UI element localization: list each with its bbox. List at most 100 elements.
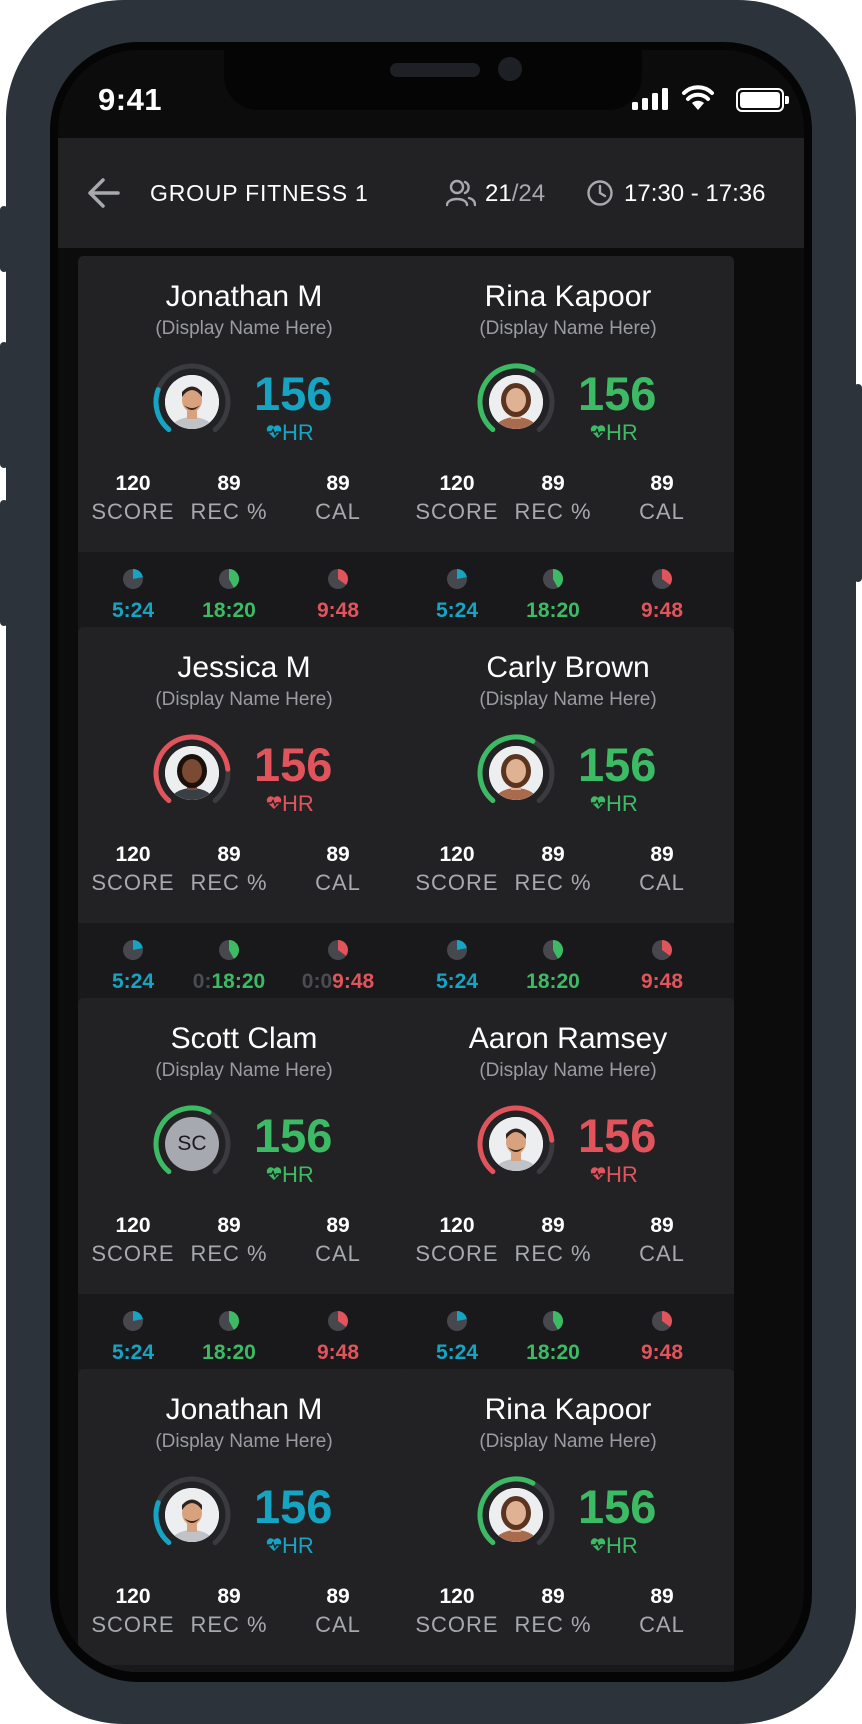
zone-time-text: 18:20 xyxy=(526,599,580,622)
stat-score-label: SCORE xyxy=(415,1612,499,1637)
zone-pie-icon xyxy=(543,569,563,589)
participant-card[interactable]: Aaron Ramsey (Display Name Here) 156 HR 120 S… xyxy=(402,998,734,1380)
stat-rec-label: REC % xyxy=(514,870,592,895)
stat-rec: 89 REC % xyxy=(174,1585,284,1638)
zone-time-value: 18:20 xyxy=(498,1341,608,1365)
participant-card[interactable]: Carly Brown (Display Name Here) 156 HR 120 SC… xyxy=(402,627,734,1009)
zone-pie-icon xyxy=(219,1311,239,1331)
participant-avatar xyxy=(165,375,219,429)
participant-card[interactable]: Jonathan M (Display Name Here) 156 HR 120 SCO… xyxy=(78,1369,410,1672)
zone-time-text: 9:48 xyxy=(640,970,684,993)
clock-icon xyxy=(587,180,613,206)
zone-times: 5:24 18:20 9:48 xyxy=(78,1294,410,1380)
zone-time-value: 9:48 xyxy=(283,1341,393,1365)
participant-card[interactable]: Scott Clam (Display Name Here) SC 156 HR 120 S… xyxy=(78,998,410,1380)
participant-count: 21/24 xyxy=(485,180,546,207)
zone-time-value: 9:48 xyxy=(283,599,393,623)
zone-time-value: 5:24 xyxy=(402,970,512,994)
stat-rec-value: 89 xyxy=(541,1585,565,1608)
zone-pie-icon xyxy=(328,940,348,960)
participant-name: Rina Kapoor xyxy=(484,280,652,313)
heart-rate-ring xyxy=(153,363,231,433)
zone-pie-icon xyxy=(123,940,143,960)
zone-time-z1: 5:24 xyxy=(402,1310,512,1365)
zone-pie-icon xyxy=(447,1311,467,1331)
heart-rate-icon xyxy=(266,425,282,438)
heart-rate-value: 156 xyxy=(254,738,333,791)
stat-rec-label: REC % xyxy=(190,499,268,524)
stat-rec-value: 89 xyxy=(217,1585,241,1608)
stat-score-value: 120 xyxy=(439,1585,475,1608)
stat-score-value: 120 xyxy=(115,1214,151,1237)
avatar-photo xyxy=(489,1117,543,1171)
stat-cal-value: 89 xyxy=(326,1585,350,1608)
zone-time-value: 5:24 xyxy=(402,599,512,623)
stat-cal: 89 CAL xyxy=(283,472,393,525)
stat-rec: 89 REC % xyxy=(174,472,284,525)
stat-cal-label: CAL xyxy=(315,499,361,524)
participant-display-name: (Display Name Here) xyxy=(155,1060,333,1081)
avatar-photo xyxy=(489,746,543,800)
stat-rec: 89 REC % xyxy=(498,1585,608,1638)
participant-avatar xyxy=(489,375,543,429)
stat-cal-value: 89 xyxy=(326,1214,350,1237)
stat-score: 120 SCORE xyxy=(78,843,188,896)
stat-cal-label: CAL xyxy=(639,1612,685,1637)
zone-times: 5:24 18:20 9:48 xyxy=(402,923,734,1009)
stat-score-label: SCORE xyxy=(91,870,175,895)
status-bar: 9:41 xyxy=(58,50,804,136)
zone-pie-icon xyxy=(447,569,467,589)
stat-cal: 89 CAL xyxy=(607,472,717,525)
participant-display-name: (Display Name Here) xyxy=(479,689,657,710)
mute-switch xyxy=(0,206,8,272)
heart-rate-ring xyxy=(153,1105,231,1175)
participant-name: Scott Clam xyxy=(170,1022,318,1055)
participant-display-name: (Display Name Here) xyxy=(479,318,657,339)
heart-rate-value: 156 xyxy=(254,367,333,420)
heart-rate-value: 156 xyxy=(578,1480,657,1533)
zone-time-prefix: 0:0 xyxy=(301,970,333,993)
participant-card[interactable]: Jessica M (Display Name Here) 156 HR 120 SCOR… xyxy=(78,627,410,1009)
zone-time-z3: 9:48 xyxy=(283,568,393,623)
participant-card[interactable]: Jonathan M (Display Name Here) 156 HR 120 SCO… xyxy=(78,256,410,638)
stat-rec: 89 REC % xyxy=(498,472,608,525)
avatar-photo xyxy=(489,375,543,429)
zone-time-text: 18:20 xyxy=(526,1341,580,1364)
zone-pie-icon xyxy=(447,940,467,960)
stat-score: 120 SCORE xyxy=(78,1214,188,1267)
stat-score: 120 SCORE xyxy=(78,1585,188,1638)
participant-avatar: SC xyxy=(165,1117,219,1171)
stat-rec-label: REC % xyxy=(190,1241,268,1266)
zone-time-z3: 9:48 xyxy=(607,939,717,994)
stat-rec: 89 REC % xyxy=(498,843,608,896)
zone-pie-icon xyxy=(543,940,563,960)
avatar-photo xyxy=(165,1488,219,1542)
heart-rate-ring xyxy=(153,734,231,804)
zone-time-value: 5:24 xyxy=(402,1341,512,1365)
participant-avatar xyxy=(489,746,543,800)
heart-rate-icon xyxy=(590,1167,606,1180)
zone-pie-icon xyxy=(219,569,239,589)
participant-name: Rina Kapoor xyxy=(484,1393,652,1426)
zone-time-text: 9:48 xyxy=(316,599,360,622)
zone-pie-icon xyxy=(652,940,672,960)
participant-card[interactable]: Rina Kapoor (Display Name Here) 156 HR 120 SC… xyxy=(402,1369,734,1672)
zone-times: 5:24 18:20 9:48 xyxy=(78,552,410,638)
status-time: 9:41 xyxy=(98,82,163,117)
zone-time-value: 5:24 xyxy=(78,1341,188,1365)
zone-time-text: 9:48 xyxy=(316,1341,360,1364)
stat-rec-value: 89 xyxy=(541,1214,565,1237)
zone-time-value: 18:20 xyxy=(174,599,284,623)
zone-time-value: 9:48 xyxy=(607,970,717,994)
stat-score-value: 120 xyxy=(439,843,475,866)
heart-rate-label: HR xyxy=(282,1162,314,1187)
back-arrow-icon[interactable] xyxy=(86,177,120,209)
zone-time-text: 18:20 xyxy=(202,599,256,622)
stat-rec-label: REC % xyxy=(514,1612,592,1637)
zone-time-value: 18:20 xyxy=(174,1341,284,1365)
stat-cal: 89 CAL xyxy=(607,843,717,896)
zone-time-value: 18:20 xyxy=(498,599,608,623)
heart-rate-ring xyxy=(477,1476,555,1546)
zone-time-value: 5:24 xyxy=(78,970,188,994)
participant-card[interactable]: Rina Kapoor (Display Name Here) 156 HR 120 SC… xyxy=(402,256,734,638)
